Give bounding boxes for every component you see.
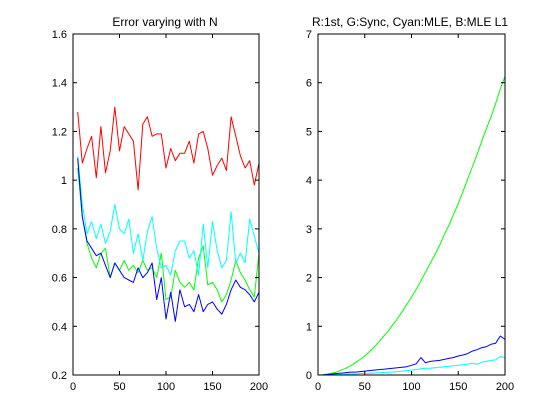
- right-plot-y-tick-label: 3: [306, 224, 312, 236]
- right-plot-x-tick-label: 200: [496, 381, 514, 393]
- left-plot-y-tick-label: 0.6: [52, 273, 67, 285]
- right-plot-y-tick-label: 5: [306, 126, 312, 138]
- right-plot-y-tick-label: 1: [306, 321, 312, 333]
- left-plot: Error varying with N 0 50 100 150 200 0.2 0.4 0…: [52, 15, 268, 393]
- right-plot-y-tick-label: 4: [306, 175, 312, 187]
- right-plot-axes-box: [317, 33, 506, 376]
- left-plot-series-3: [77, 158, 260, 322]
- left-plot-y-tick-label: 1.4: [52, 78, 67, 90]
- left-plot-x-tick-label: 150: [203, 381, 221, 393]
- left-plot-x-tick-label: 200: [250, 381, 268, 393]
- right-plot-title: R:1st, G:Sync, Cyan:MLE, B:MLE L1: [312, 15, 508, 29]
- left-plot-y-tick-label: 0.8: [52, 224, 67, 236]
- right-plot-y-tick-label: 7: [306, 29, 312, 41]
- left-plot-axes-box: [72, 33, 260, 376]
- right-plot-x-tick-label: 100: [402, 381, 420, 393]
- left-plot-title: Error varying with N: [112, 15, 217, 29]
- right-plot-y-tick-label: 0: [306, 370, 312, 382]
- right-plot-series-1: [322, 76, 506, 375]
- right-plot-y-tick-label: 6: [306, 78, 312, 90]
- right-plot-x-tick-label: 0: [315, 381, 321, 393]
- left-plot-y-tick-label: 0.2: [52, 370, 67, 382]
- left-plot-series-2: [77, 155, 260, 276]
- left-plot-x-tick-label: 100: [157, 381, 175, 393]
- left-plot-x-tick-label: 0: [70, 381, 76, 393]
- right-plot-series-3: [322, 335, 506, 376]
- left-plot-series-1: [77, 167, 260, 303]
- left-plot-y-tick-label: 0.4: [52, 321, 67, 333]
- left-plot-x-tick-label: 50: [113, 381, 125, 393]
- right-plot-series-2: [322, 356, 506, 376]
- right-plot-y-tick-label: 2: [306, 273, 312, 285]
- right-plot-x-tick-label: 150: [449, 381, 467, 393]
- right-plot-x-tick-label: 50: [359, 381, 371, 393]
- right-plot: R:1st, G:Sync, Cyan:MLE, B:MLE L1 0 50 100…: [306, 15, 514, 393]
- left-plot-y-tick-label: 1: [61, 175, 67, 187]
- left-plot-y-tick-label: 1.6: [52, 29, 67, 41]
- left-plot-series-0: [77, 106, 260, 191]
- left-plot-y-tick-label: 1.2: [52, 126, 67, 138]
